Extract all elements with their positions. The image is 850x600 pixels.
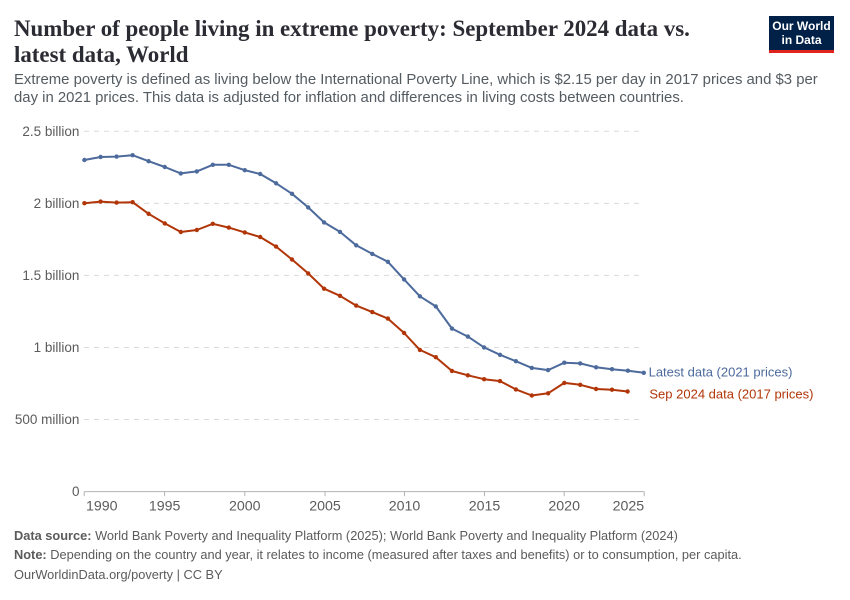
svg-text:500 million: 500 million	[15, 412, 80, 427]
svg-text:2025: 2025	[613, 498, 645, 514]
svg-text:2 billion: 2 billion	[34, 196, 80, 211]
svg-text:2015: 2015	[469, 498, 501, 514]
svg-text:2020: 2020	[548, 498, 580, 514]
svg-text:1995: 1995	[149, 498, 181, 514]
svg-text:1990: 1990	[86, 498, 118, 514]
svg-text:1 billion: 1 billion	[34, 340, 80, 355]
svg-text:2000: 2000	[229, 498, 261, 514]
svg-text:2010: 2010	[389, 498, 421, 514]
svg-text:1.5 billion: 1.5 billion	[22, 268, 79, 283]
svg-text:2.5 billion: 2.5 billion	[22, 124, 79, 139]
svg-text:2005: 2005	[309, 498, 341, 514]
svg-text:0: 0	[72, 484, 80, 499]
svg-text:Latest data (2021 prices): Latest data (2021 prices)	[649, 365, 793, 380]
svg-text:Sep 2024 data (2017 prices): Sep 2024 data (2017 prices)	[649, 387, 813, 402]
